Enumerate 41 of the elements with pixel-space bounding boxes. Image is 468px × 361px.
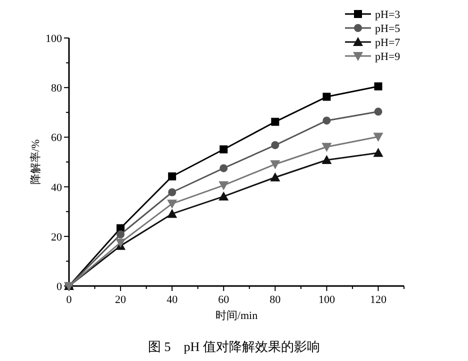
legend-label: pH=5 xyxy=(375,23,401,35)
x-tick-label: 60 xyxy=(218,294,230,306)
point xyxy=(270,172,280,182)
x-tick-label: 40 xyxy=(166,294,178,306)
point xyxy=(271,118,280,126)
point xyxy=(270,160,280,170)
point xyxy=(220,164,228,172)
text: 图 5 pH 值对降解效果的影响 xyxy=(148,339,320,354)
legend-label: pH=3 xyxy=(375,9,401,21)
point xyxy=(271,141,280,150)
point xyxy=(322,155,332,164)
y-tick-label: 20 xyxy=(51,231,62,244)
legend-label: pH=9 xyxy=(375,51,401,63)
x-tick-label: 80 xyxy=(270,294,282,306)
point xyxy=(167,208,178,218)
y-tick-label: 0 xyxy=(56,281,62,293)
y-tick-label: 100 xyxy=(46,33,62,45)
point xyxy=(322,116,331,125)
point xyxy=(373,148,384,157)
legend-label: pH=7 xyxy=(375,37,401,49)
point xyxy=(218,181,229,190)
y-axis-title: 降解率/% xyxy=(29,139,42,185)
point xyxy=(218,191,229,200)
point xyxy=(167,200,178,209)
y-tick-label: 40 xyxy=(51,182,62,194)
point xyxy=(168,188,176,196)
x-tick-label: 20 xyxy=(115,294,127,306)
x-tick-label: 100 xyxy=(318,294,336,306)
point xyxy=(220,145,228,154)
point xyxy=(373,132,384,142)
y-tick-label: 60 xyxy=(51,132,62,144)
point xyxy=(322,92,331,101)
point xyxy=(116,230,125,238)
x-tick-label: 120 xyxy=(370,294,387,306)
y-tick-label: 80 xyxy=(51,82,62,95)
point xyxy=(374,82,382,90)
x-axis-title: 时间/min xyxy=(215,309,258,322)
point xyxy=(374,108,382,116)
point xyxy=(322,142,332,152)
x-tick-label: 0 xyxy=(66,294,72,306)
point xyxy=(168,172,176,180)
